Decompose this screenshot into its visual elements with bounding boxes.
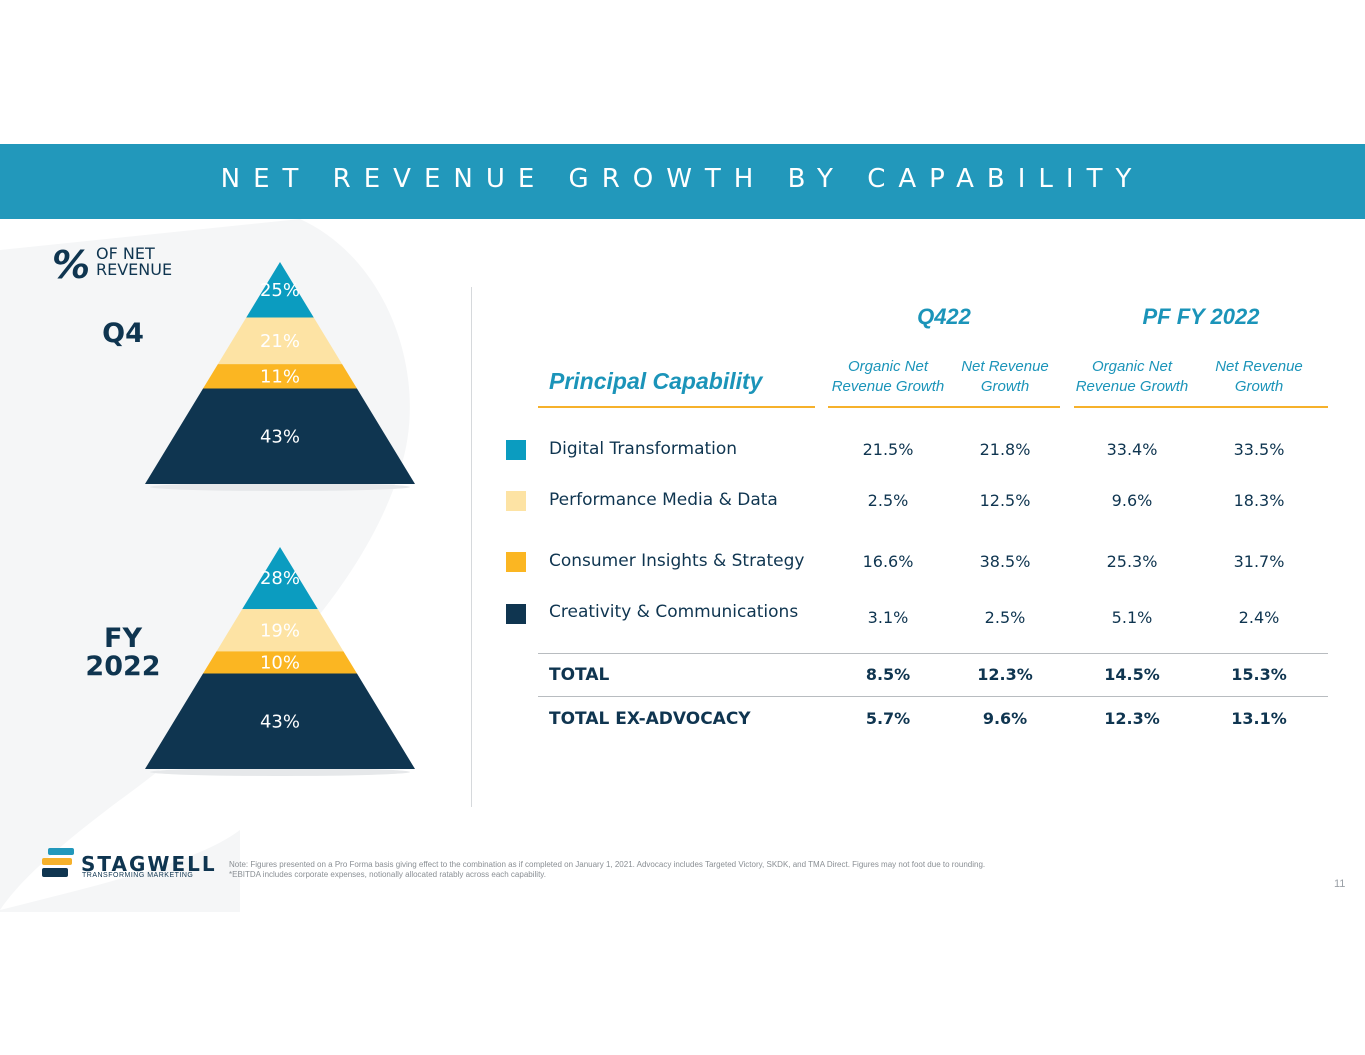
column-header-line: Organic Net	[847, 358, 929, 375]
pyramid-label-consumer-insights: 10%	[260, 652, 300, 673]
pyramid-label-performance-media: 19%	[260, 620, 300, 641]
table-cell: 8.5%	[865, 665, 911, 684]
pyramid-chart-q4: 25% 21% 11% 43%	[145, 262, 415, 491]
column-header-line: Revenue Growth	[831, 378, 945, 395]
row-label: Performance Media & Data	[549, 490, 778, 510]
table-cell: 33.4%	[1106, 440, 1158, 459]
pyramid-label-performance-media: 21%	[260, 331, 300, 352]
pyramid-segment-creativity	[145, 673, 415, 769]
table-cell: 12.3%	[977, 665, 1033, 684]
column-header-line: Net Revenue	[1215, 358, 1303, 375]
pyramid-label-digital-transformation: 28%	[260, 568, 300, 589]
capability-underline	[538, 406, 815, 408]
group-header-pf-fy2022: PF FY 2022	[1142, 304, 1260, 329]
table-cell: 38.5%	[979, 552, 1031, 571]
table-cell: 18.3%	[1233, 491, 1285, 510]
legend-swatch-creativity	[506, 604, 526, 624]
table-row-consumer-insights: Consumer Insights & Strategy 16.6% 38.5%…	[0, 549, 1365, 579]
pyramid-label-creativity: 43%	[260, 426, 300, 447]
column-header-line: Growth	[1234, 378, 1284, 395]
pyramid-segment-performance-media	[217, 317, 343, 365]
pyramid-label-digital-transformation: 25%	[260, 280, 300, 301]
period-label-q4: Q4	[102, 318, 144, 349]
group-header-q422: Q422	[917, 304, 971, 329]
table-cell: 21.8%	[979, 440, 1031, 459]
table-row-digital-transformation: Digital Transformation 21.5% 21.8% 33.4%…	[0, 437, 1365, 467]
table-cell: 2.5%	[984, 608, 1026, 627]
column-header-q422-net: Net Revenue Growth	[945, 357, 1065, 397]
column-header-line: Revenue Growth	[1075, 378, 1189, 395]
table-cell: 25.3%	[1106, 552, 1158, 571]
stagwell-logo-icon	[42, 848, 74, 877]
fy2022-underline	[1074, 406, 1328, 408]
table-cell: 9.6%	[1111, 491, 1153, 510]
table-cell: 12.5%	[979, 491, 1031, 510]
pyramid-label-consumer-insights: 11%	[260, 366, 300, 387]
table-cell: 12.3%	[1104, 709, 1160, 728]
percent-icon: %	[52, 243, 91, 287]
page-title: NET REVENUE GROWTH BY CAPABILITY	[220, 164, 1145, 194]
footnote: Note: Figures presented on a Pro Forma b…	[229, 860, 1229, 880]
principal-capability-header: Principal Capability	[549, 368, 763, 394]
pyramid-segment-performance-media	[216, 609, 344, 652]
table-cell: 14.5%	[1104, 665, 1160, 684]
pyramid-segment-consumer-insights	[203, 364, 357, 389]
table-row-performance-media: Performance Media & Data 2.5% 12.5% 9.6%…	[0, 488, 1365, 518]
table-cell: 16.6%	[862, 552, 914, 571]
column-header-line: Growth	[980, 378, 1030, 395]
q422-underline	[828, 406, 1060, 408]
legend-swatch-performance-media	[506, 491, 526, 511]
table-cell: 2.4%	[1238, 608, 1280, 627]
pyramid-segment-digital-transformation	[246, 262, 314, 318]
footnote-line: Note: Figures presented on a Pro Forma b…	[229, 860, 986, 869]
table-cell: 9.6%	[982, 709, 1028, 728]
row-label: TOTAL EX-ADVOCACY	[549, 709, 751, 729]
table-cell: 21.5%	[862, 440, 914, 459]
pyramid-label-creativity: 43%	[260, 711, 300, 732]
table-cell: 5.1%	[1111, 608, 1153, 627]
title-banner	[0, 144, 1365, 219]
row-label: Creativity & Communications	[549, 602, 799, 622]
table-divider	[538, 696, 1328, 697]
table-cell: 33.5%	[1233, 440, 1285, 459]
pyramid-shadow	[150, 483, 410, 491]
table-divider	[538, 653, 1328, 654]
percent-of-net-revenue-label: OF NET REVENUE	[96, 244, 173, 279]
table-row-total: TOTAL 8.5% 12.3% 14.5% 15.3%	[0, 664, 1365, 694]
legend-swatch-digital-transformation	[506, 440, 526, 460]
footnote-line: *EBITDA includes corporate expenses, not…	[229, 870, 546, 879]
pyramid-segment-creativity	[145, 388, 415, 484]
column-header-q422-organic: Organic Net Revenue Growth	[828, 357, 948, 397]
table-cell: 2.5%	[867, 491, 909, 510]
column-header-fy-net: Net Revenue Growth	[1199, 357, 1319, 397]
row-label: Consumer Insights & Strategy	[549, 551, 805, 571]
legend-swatch-consumer-insights	[506, 552, 526, 572]
pyramid-segment-digital-transformation	[242, 547, 318, 610]
column-header-line: Net Revenue	[961, 358, 1049, 375]
table-cell: 13.1%	[1231, 709, 1287, 728]
row-label: Digital Transformation	[549, 439, 738, 459]
table-cell: 31.7%	[1233, 552, 1285, 571]
vertical-divider	[471, 287, 472, 807]
pyramid-chart-fy2022: 28% 19% 10% 43%	[145, 547, 415, 776]
table-cell: 3.1%	[867, 608, 909, 627]
pyramid-segment-consumer-insights	[203, 651, 357, 674]
period-label-fy2022: FY 2022	[85, 623, 161, 682]
row-label: TOTAL	[549, 665, 610, 685]
table-cell: 5.7%	[865, 709, 911, 728]
column-header-fy-organic: Organic Net Revenue Growth	[1072, 357, 1192, 397]
table-row-total-ex-advocacy: TOTAL EX-ADVOCACY 5.7% 9.6% 12.3% 13.1%	[0, 708, 1365, 738]
logo-tagline: TRANSFORMING MARKETING	[82, 872, 194, 879]
logo-wordmark: STAGWELL	[81, 852, 217, 876]
table-row-creativity: Creativity & Communications 3.1% 2.5% 5.…	[0, 600, 1365, 630]
page-number: 11	[1334, 878, 1346, 890]
table-cell: 15.3%	[1231, 665, 1287, 684]
column-header-line: Organic Net	[1091, 358, 1173, 375]
pyramid-shadow	[150, 768, 410, 776]
